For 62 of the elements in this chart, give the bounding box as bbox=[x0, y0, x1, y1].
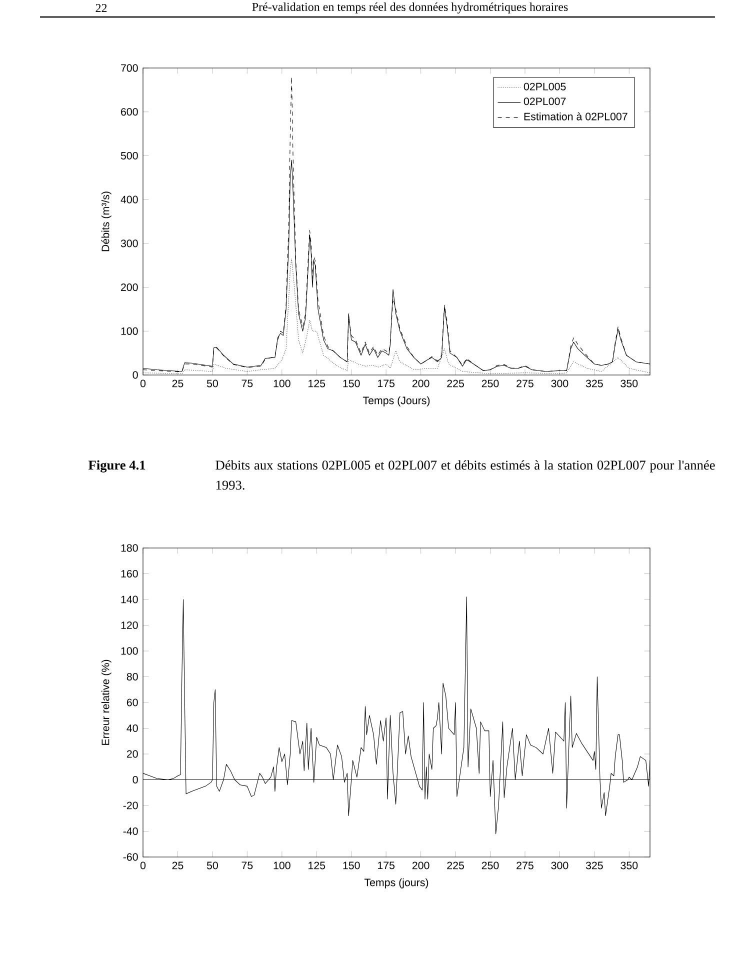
x-tick-label: 100 bbox=[274, 862, 290, 870]
y-tick-label: 40 bbox=[126, 724, 138, 732]
y-axis-title: Erreur relative (%) bbox=[101, 660, 112, 745]
caption: Figure 4.1 bbox=[88, 460, 146, 472]
legend-label: Estimation à 02PL007 bbox=[524, 112, 628, 120]
text: Pré-validation en temps réel des données hydrométriques horaires bbox=[252, 2, 568, 14]
x-tick-label: 150 bbox=[343, 380, 360, 388]
x-tick-label: 200 bbox=[412, 862, 430, 870]
y-tick-label: 20 bbox=[126, 750, 138, 758]
x-tick-label: 275 bbox=[516, 862, 534, 870]
x-tick-label: 250 bbox=[482, 380, 499, 388]
y-tick-label: 600 bbox=[121, 108, 138, 116]
y-tick-label: 500 bbox=[120, 152, 138, 160]
y-tick-label: 0 bbox=[132, 371, 138, 379]
x-tick-label: 150 bbox=[343, 862, 360, 870]
y-tick-label: -20 bbox=[123, 802, 138, 810]
x-tick-label: 75 bbox=[242, 862, 253, 870]
y-tick-label: 60 bbox=[126, 698, 138, 706]
x-tick-label: 0 bbox=[140, 380, 146, 388]
y-tick-label: 400 bbox=[120, 196, 138, 204]
x-tick-label: 300 bbox=[551, 862, 568, 870]
legend-label: 02PL005 bbox=[524, 82, 566, 90]
text: 22 bbox=[96, 4, 107, 12]
y-tick-label: 120 bbox=[121, 621, 138, 630]
y-tick-label: 100 bbox=[121, 647, 138, 655]
x-tick-label: 225 bbox=[447, 862, 464, 870]
x-tick-label: 125 bbox=[308, 380, 326, 388]
x-tick-label: 325 bbox=[586, 380, 603, 388]
y-tick-label: 180 bbox=[121, 544, 138, 552]
x-tick-label: 75 bbox=[242, 380, 253, 388]
x-tick-label: 100 bbox=[274, 380, 290, 388]
x-tick-label: 25 bbox=[172, 380, 184, 388]
y-tick-label: 160 bbox=[121, 570, 138, 578]
y-tick-label: 0 bbox=[132, 776, 138, 784]
y-tick-label: 200 bbox=[121, 284, 138, 292]
y-tick-label: -60 bbox=[123, 853, 138, 861]
legend-label: 02PL007 bbox=[524, 98, 566, 106]
x-tick-label: 125 bbox=[308, 862, 326, 870]
x-tick-label: 25 bbox=[172, 862, 184, 870]
x-tick-label: 250 bbox=[482, 862, 499, 870]
x-tick-label: 275 bbox=[516, 380, 534, 388]
x-axis-title: Temps (Jours) bbox=[362, 396, 430, 406]
x-tick-label: 350 bbox=[620, 862, 638, 870]
y-tick-label: 140 bbox=[121, 596, 138, 604]
x-tick-label: 225 bbox=[447, 380, 464, 388]
y-tick-label: 700 bbox=[121, 64, 138, 72]
x-tick-label: 175 bbox=[378, 862, 395, 870]
y-tick-label: -40 bbox=[123, 827, 138, 836]
y-tick-label: 80 bbox=[126, 672, 138, 681]
y-axis-title: Débits (m³/s) bbox=[101, 192, 112, 252]
y-tick-label: 300 bbox=[120, 240, 138, 248]
x-tick-label: 325 bbox=[586, 862, 603, 870]
text: Débits aux stations 02PL005 et 02PL007 et débits estimés à la station 02PL007 pour l'année 1993. bbox=[216, 460, 715, 490]
x-tick-label: 0 bbox=[140, 862, 146, 870]
x-tick-label: 50 bbox=[206, 862, 218, 870]
x-tick-label: 350 bbox=[620, 380, 638, 388]
x-tick-label: 175 bbox=[378, 380, 395, 388]
x-tick-label: 200 bbox=[412, 380, 430, 388]
y-tick-label: 100 bbox=[121, 327, 138, 335]
x-axis-title: Temps (jours) bbox=[364, 878, 428, 888]
x-tick-label: 50 bbox=[206, 380, 218, 388]
x-tick-label: 300 bbox=[551, 380, 568, 388]
